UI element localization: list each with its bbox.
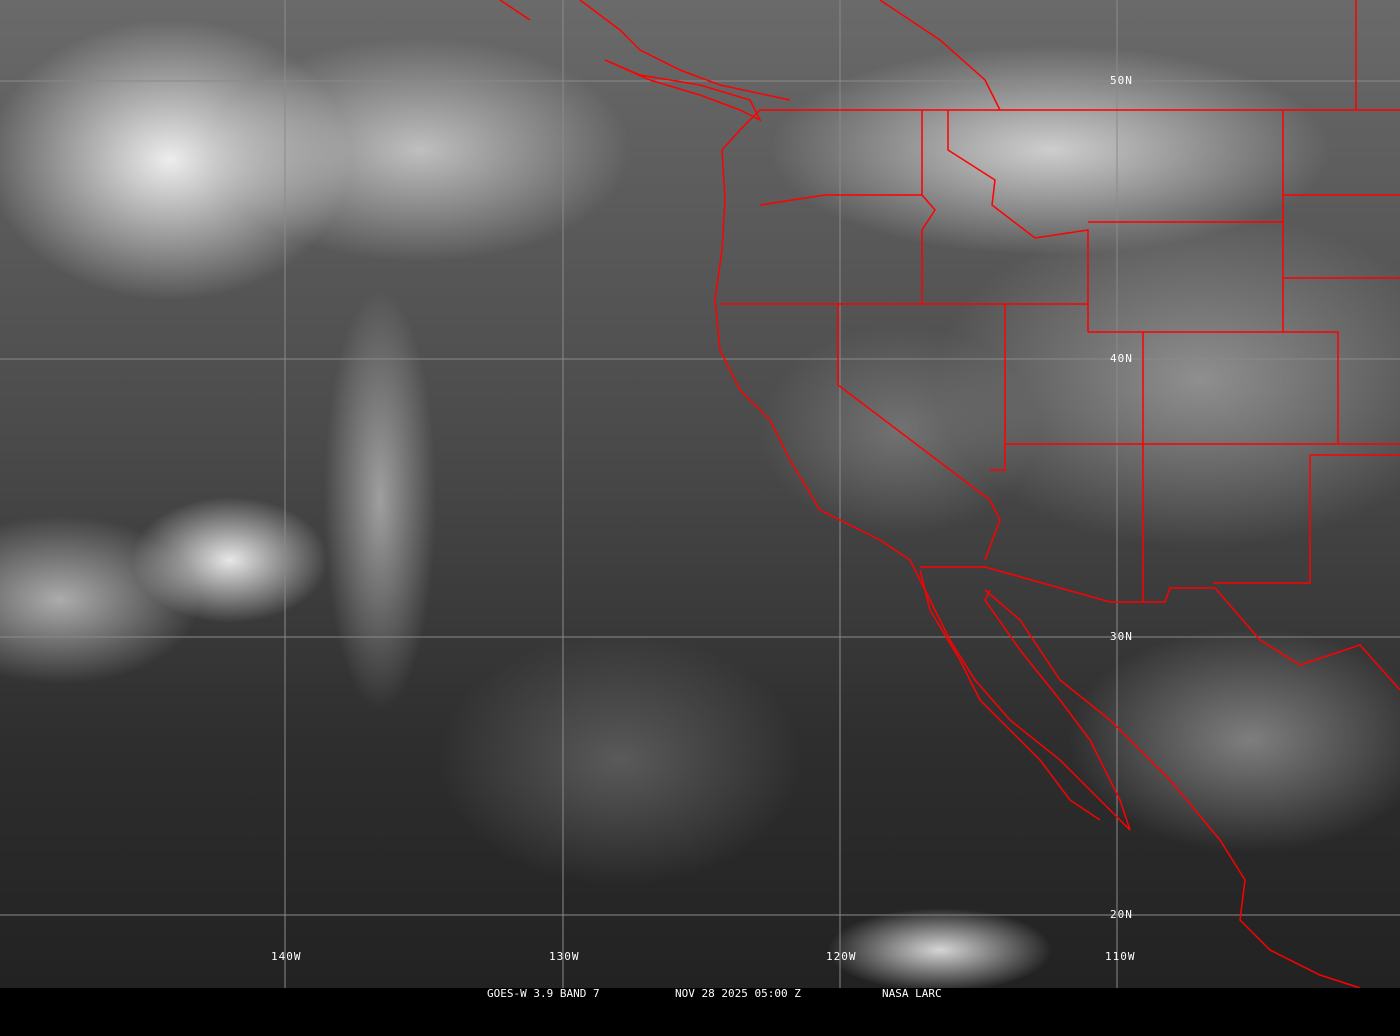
latitude-label-40n: 40N	[1110, 352, 1133, 365]
state-lines	[720, 0, 1400, 602]
us-mexico-border	[920, 566, 1400, 691]
vancouver-island	[604, 59, 762, 122]
lat-lon-grid	[0, 0, 1400, 988]
satellite-imagery	[0, 0, 1400, 988]
image-caption-bar: GOES-W 3.9 BAND 7 NOV 28 2025 05:00 Z NA…	[0, 988, 1400, 1000]
timestamp-label: NOV 28 2025 05:00 Z	[675, 987, 801, 1000]
coastline	[714, 109, 1361, 988]
longitude-label-110w: 110W	[1105, 950, 1136, 963]
source-label: NASA LARC	[882, 987, 942, 1000]
longitude-label-120w: 120W	[826, 950, 857, 963]
latitude-label-30n: 30N	[1110, 630, 1133, 643]
latitude-label-20n: 20N	[1110, 908, 1133, 921]
political-boundaries	[499, 0, 1400, 988]
baja-west-coast	[919, 569, 1101, 821]
latitude-label-50n: 50N	[1110, 74, 1133, 87]
bc-coast	[499, 0, 791, 101]
sensor-label: GOES-W 3.9 BAND 7	[487, 987, 600, 1000]
longitude-label-140w: 140W	[271, 950, 302, 963]
longitude-label-130w: 130W	[549, 950, 580, 963]
